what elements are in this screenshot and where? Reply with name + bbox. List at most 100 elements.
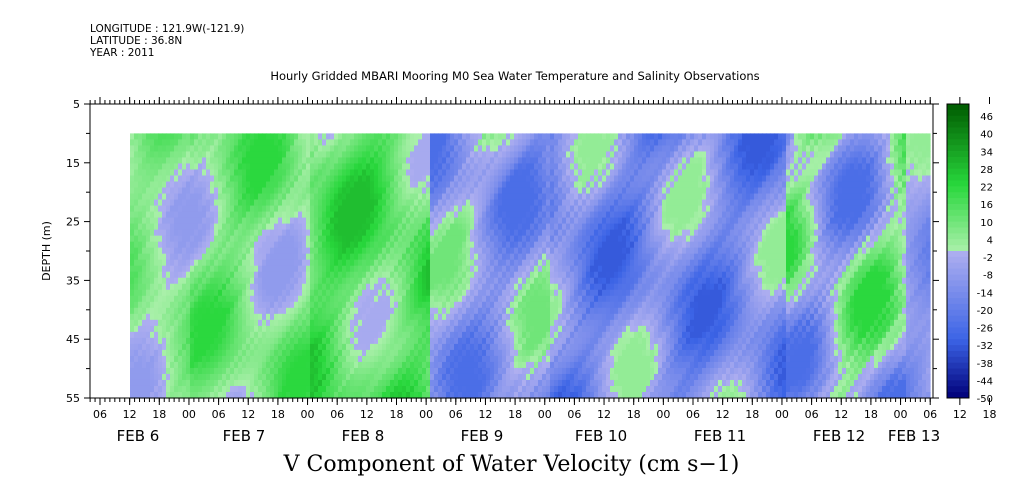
- heatmap-cell: [506, 379, 511, 387]
- heatmap-cell: [174, 289, 179, 297]
- heatmap-cell: [342, 331, 347, 339]
- heatmap-cell: [142, 169, 147, 177]
- heatmap-cell: [414, 283, 419, 291]
- heatmap-cell: [278, 337, 283, 345]
- heatmap-cell: [430, 337, 435, 345]
- heatmap-cell: [262, 277, 267, 285]
- heatmap-cell: [322, 187, 327, 195]
- heatmap-cell: [410, 241, 415, 249]
- heatmap-cell: [350, 235, 355, 243]
- heatmap-cell: [290, 289, 295, 297]
- heatmap-cell: [254, 355, 259, 363]
- heatmap-cell: [170, 241, 175, 249]
- heatmap-cell: [494, 175, 499, 183]
- heatmap-cell: [338, 331, 343, 339]
- heatmap-cell: [158, 319, 163, 327]
- heatmap-cell: [334, 379, 339, 387]
- heatmap-cell: [182, 343, 187, 351]
- heatmap-cell: [266, 343, 271, 351]
- heatmap-cell: [470, 151, 475, 159]
- heatmap-cell: [518, 181, 523, 189]
- heatmap-cell: [270, 277, 275, 285]
- heatmap-cell: [254, 241, 259, 249]
- heatmap-cell: [170, 337, 175, 345]
- heatmap-cell: [206, 169, 211, 177]
- heatmap-cell: [366, 331, 371, 339]
- heatmap-cell: [578, 331, 583, 339]
- heatmap-cell: [406, 367, 411, 375]
- heatmap-cell: [574, 373, 579, 381]
- heatmap-cell: [466, 319, 471, 327]
- heatmap-cell: [294, 373, 299, 381]
- heatmap-cell: [494, 151, 499, 159]
- heatmap-cell: [170, 301, 175, 309]
- heatmap-cell: [442, 247, 447, 255]
- heatmap-cell: [230, 361, 235, 369]
- heatmap-cell: [362, 199, 367, 207]
- heatmap-cell: [418, 163, 423, 171]
- heatmap-cell: [478, 367, 483, 375]
- heatmap-cell: [326, 235, 331, 243]
- heatmap-cell: [282, 295, 287, 303]
- heatmap-cell: [530, 169, 535, 177]
- heatmap-cell: [254, 229, 259, 237]
- heatmap-cell: [350, 133, 355, 141]
- heatmap-cell: [318, 175, 323, 183]
- heatmap-cell: [258, 145, 263, 153]
- heatmap-cell: [346, 145, 351, 153]
- heatmap-cell: [578, 265, 583, 273]
- heatmap-cell: [414, 253, 419, 261]
- heatmap-cell: [402, 205, 407, 213]
- heatmap-cell: [490, 217, 495, 225]
- heatmap-cell: [482, 289, 487, 297]
- heatmap-cell: [462, 349, 467, 357]
- heatmap-cell: [326, 151, 331, 159]
- heatmap-cell: [154, 337, 159, 345]
- heatmap-cell: [258, 289, 263, 297]
- heatmap-cell: [290, 379, 295, 387]
- heatmap-cell: [130, 259, 135, 267]
- heatmap-cell: [158, 139, 163, 147]
- heatmap-cell: [170, 283, 175, 291]
- heatmap-cell: [558, 265, 563, 273]
- heatmap-cell: [246, 313, 251, 321]
- heatmap-cell: [242, 163, 247, 171]
- heatmap-cell: [246, 283, 251, 291]
- heatmap-cell: [442, 325, 447, 333]
- heatmap-cell: [542, 139, 547, 147]
- heatmap-cell: [318, 283, 323, 291]
- heatmap-cell: [134, 145, 139, 153]
- heatmap-cell: [446, 313, 451, 321]
- heatmap-cell: [386, 361, 391, 369]
- heatmap-cell: [210, 163, 215, 171]
- heatmap-cell: [482, 391, 487, 399]
- heatmap-cell: [446, 367, 451, 375]
- heatmap-cell: [466, 379, 471, 387]
- heatmap-cell: [270, 139, 275, 147]
- heatmap-cell: [434, 283, 439, 291]
- heatmap-cell: [286, 217, 291, 225]
- heatmap-cell: [522, 259, 527, 267]
- heatmap-cell: [226, 343, 231, 351]
- heatmap-cell: [282, 349, 287, 357]
- heatmap-cell: [390, 199, 395, 207]
- heatmap-cell: [286, 229, 291, 237]
- heatmap-cell: [470, 349, 475, 357]
- heatmap-cell: [410, 385, 415, 393]
- heatmap-cell: [526, 283, 531, 291]
- heatmap-cell: [426, 283, 431, 291]
- heatmap-cell: [430, 199, 435, 207]
- heatmap-cell: [450, 301, 455, 309]
- heatmap-cell: [130, 145, 135, 153]
- heatmap-cell: [218, 217, 223, 225]
- heatmap-cell: [486, 313, 491, 321]
- heatmap-cell: [542, 199, 547, 207]
- heatmap-cell: [362, 385, 367, 393]
- heatmap-cell: [182, 199, 187, 207]
- heatmap-cell: [314, 367, 319, 375]
- heatmap-cell: [326, 247, 331, 255]
- heatmap-cell: [358, 139, 363, 147]
- heatmap-cell: [442, 241, 447, 249]
- heatmap-cell: [382, 169, 387, 177]
- heatmap-cell: [546, 169, 551, 177]
